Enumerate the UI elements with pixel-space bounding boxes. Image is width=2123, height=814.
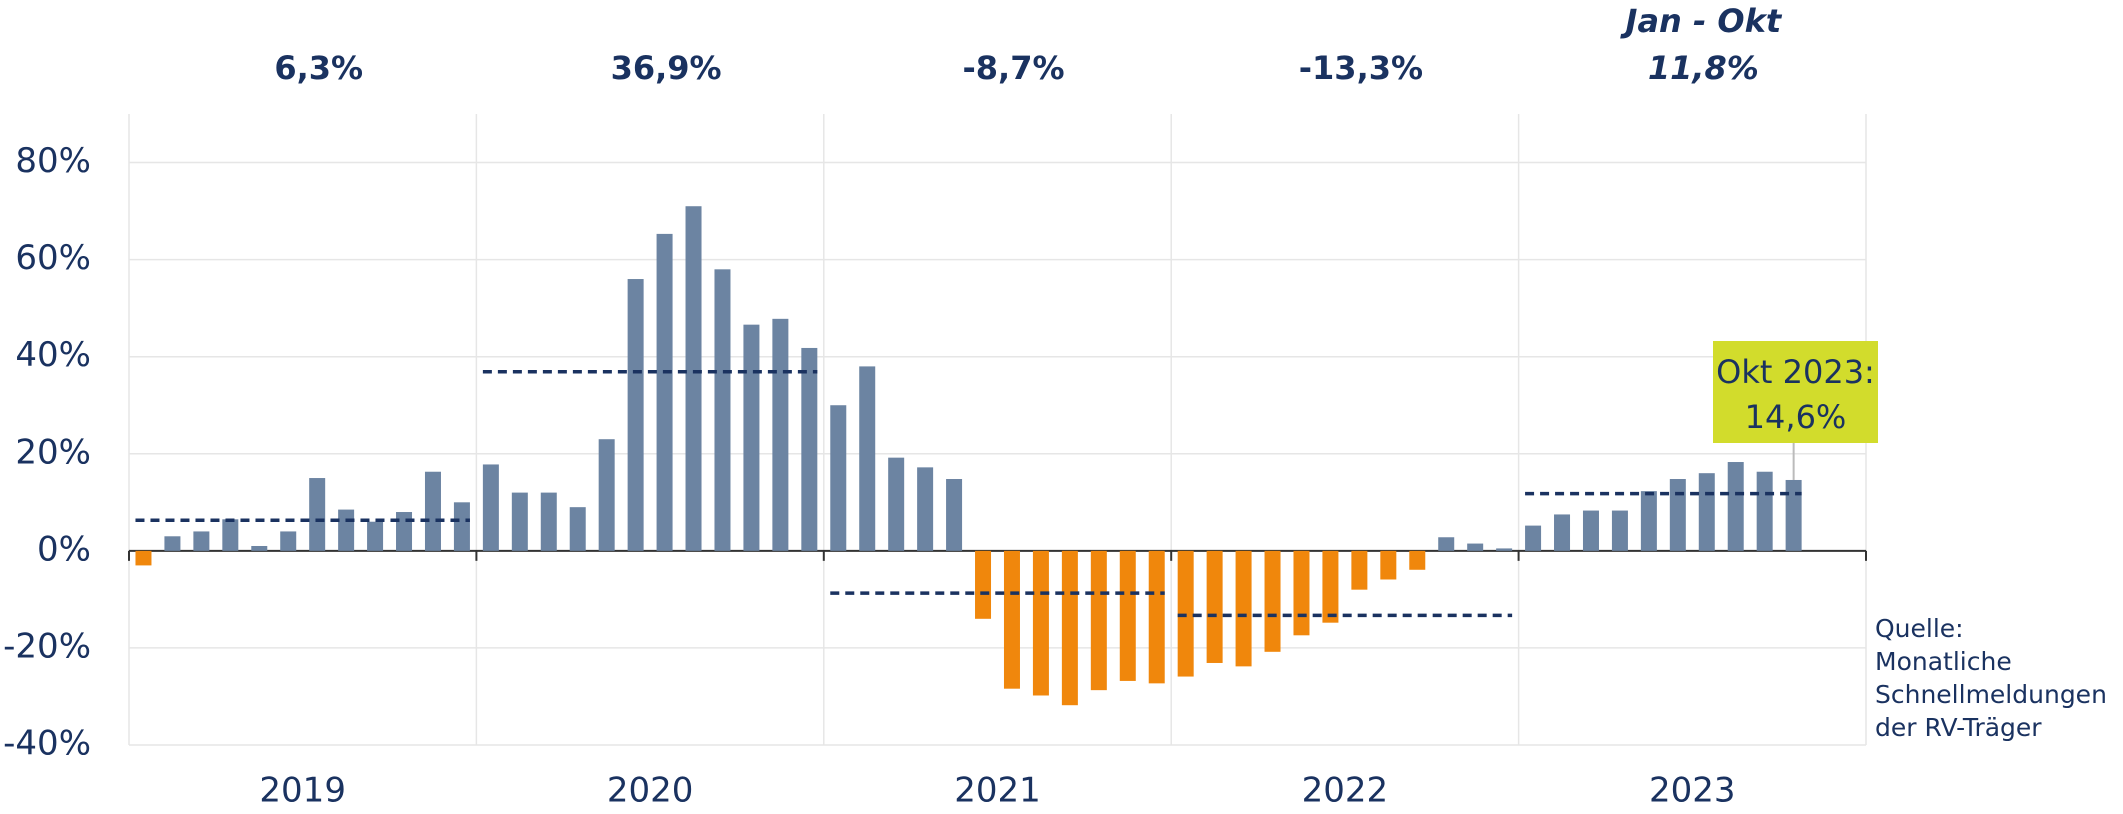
callout-box [1713,341,1878,443]
source-text: Monatliche [1875,647,2012,676]
bar [685,206,702,551]
callout-value: 14,6% [1745,398,1847,436]
bar [1640,491,1657,551]
bar [280,531,297,551]
bar [511,492,528,551]
bar [222,519,239,551]
bar [1061,550,1078,706]
bar [135,550,152,566]
year-label: 2022 [1302,771,1389,811]
bar [1322,550,1339,623]
bar [772,318,789,551]
year-label: 2021 [954,771,1041,811]
bar [453,502,470,551]
bar [975,550,992,619]
y-tick-label: 60% [15,238,91,278]
bar [1496,548,1513,551]
source-text: Quelle: [1875,614,1964,643]
bar [1669,479,1686,551]
bar [1148,550,1165,684]
bar [569,507,586,551]
bar [801,347,818,551]
bar [917,467,934,551]
bar [1698,473,1715,551]
bar [1090,550,1107,691]
bar [482,464,499,551]
bar [338,509,355,551]
bar [396,512,413,551]
annual-label: 6,3% [274,49,363,87]
source-text: Schnellmeldungen [1875,680,2107,709]
bar [309,478,326,551]
bar [1467,543,1484,551]
bar [1756,471,1773,551]
y-tick-label: 80% [15,141,91,181]
bar [193,531,210,551]
annual-label: 36,9% [611,49,722,87]
annual-label: -8,7% [962,49,1064,87]
annual-label: -13,3% [1299,49,1423,87]
y-tick-label: -40% [3,724,91,764]
bar [1525,525,1542,551]
bar [830,405,847,551]
bar [1785,479,1802,551]
year-label: 2023 [1649,771,1736,811]
bar [714,269,731,551]
bar [1727,462,1744,551]
bar [1119,550,1136,681]
bar [656,233,673,551]
bar [1380,550,1397,580]
year-label: 2019 [259,771,346,811]
bar [1206,550,1223,663]
bar [1554,514,1571,551]
annual-label: 11,8% [1648,49,1759,87]
annual-note: Jan - Okt [1620,2,1783,40]
bar [1582,510,1599,551]
bar [598,439,615,551]
bar [1409,550,1426,570]
bar [1351,550,1368,590]
bar [164,536,181,551]
bar [1264,550,1281,652]
bar [1293,550,1310,636]
bar [1003,550,1020,689]
source-text: der RV-Träger [1875,713,2042,742]
bar [251,545,268,551]
callout-label: Okt 2023: [1716,353,1875,391]
bar [540,492,557,551]
bar [627,279,644,551]
y-tick-label: 40% [15,335,91,375]
bar [1032,550,1049,696]
year-label: 2020 [607,771,694,811]
bar [1235,550,1252,667]
bar [424,471,441,551]
y-tick-label: 20% [15,432,91,472]
bar [946,479,963,551]
y-tick-label: -20% [3,626,91,666]
bar [743,324,760,551]
y-tick-label: 0% [37,529,91,569]
bar [367,521,384,551]
bar [888,457,905,551]
bar [859,366,876,551]
bar [1611,510,1628,551]
bar [1438,537,1455,551]
